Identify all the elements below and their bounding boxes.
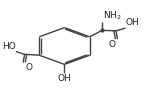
Text: NH$_2$: NH$_2$ (103, 9, 121, 22)
Text: HO: HO (2, 42, 16, 51)
Text: OH: OH (58, 74, 71, 83)
Text: OH: OH (126, 18, 140, 27)
Text: O: O (25, 63, 32, 72)
Text: O: O (109, 40, 116, 49)
